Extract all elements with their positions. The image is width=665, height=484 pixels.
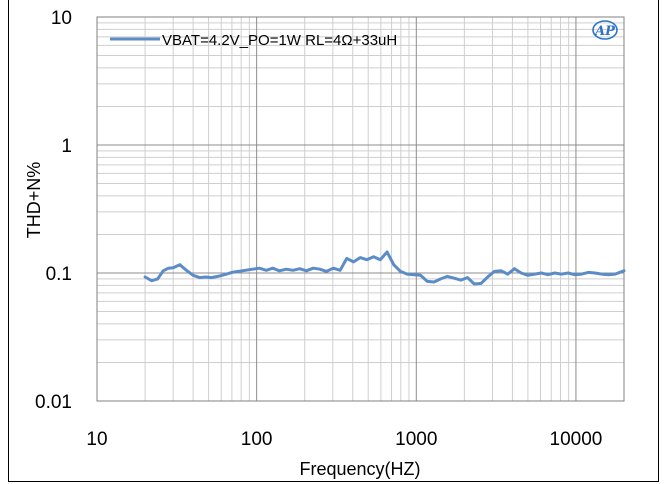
y-tick-label: 10 — [51, 8, 72, 29]
y-tick-label: 0.01 — [35, 392, 72, 413]
logo-text: AP — [593, 24, 616, 39]
x-tick-labels: 10 100 1000 10000 — [86, 429, 602, 450]
plot-border — [96, 16, 625, 402]
y-tick-label: 1 — [61, 136, 72, 157]
legend: VBAT=4.2V_PO=1W RL=4Ω+33uH — [110, 32, 397, 49]
y-tick-label: 0.1 — [46, 264, 72, 285]
minor-gridlines — [97, 17, 625, 401]
plot-area — [97, 17, 624, 401]
logo-ring — [592, 20, 618, 40]
x-tick-label: 100 — [241, 429, 273, 450]
x-tick-label: 10000 — [550, 429, 603, 450]
series-layer — [143, 250, 626, 286]
y-tick-labels: 10 1 0.1 0.01 — [35, 8, 72, 413]
legend-label: VBAT=4.2V_PO=1W RL=4Ω+33uH — [162, 32, 397, 49]
x-tick-label: 1000 — [395, 429, 437, 450]
x-axis-title: Frequency(HZ) — [299, 459, 420, 479]
ap-logo: AP — [592, 20, 618, 40]
y-axis-title: THD+N% — [24, 162, 44, 239]
x-tick-label: 10 — [86, 429, 107, 450]
chart-frame — [8, 0, 659, 482]
series-line — [143, 250, 626, 286]
